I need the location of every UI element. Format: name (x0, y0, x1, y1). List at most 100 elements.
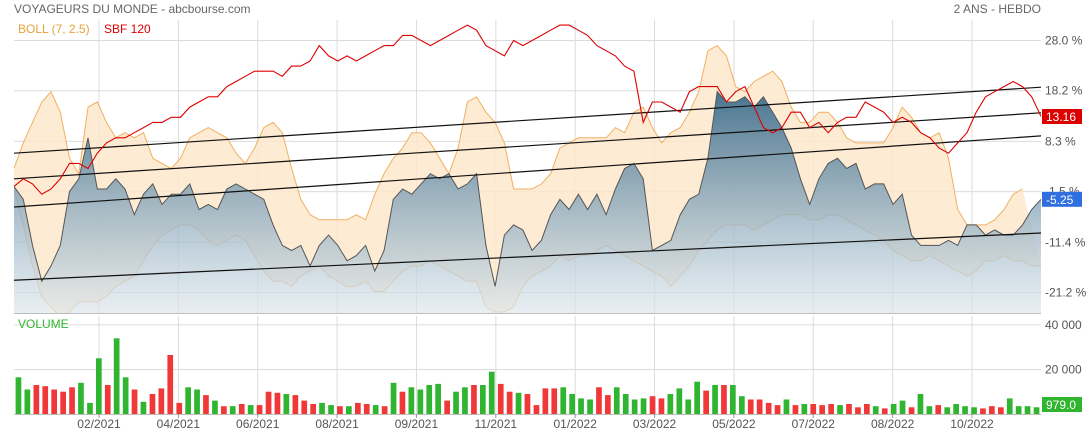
volume-bar (96, 358, 102, 414)
volume-bar (998, 407, 1004, 414)
legend-boll: BOLL (7, 2.5) (18, 22, 90, 36)
volume-bar (551, 388, 558, 414)
x-tick-label: 08/2022 (871, 417, 915, 431)
volume-bar (104, 385, 111, 414)
volume-bar (87, 402, 93, 414)
volume-bar (667, 394, 674, 414)
volume-bar (828, 404, 834, 414)
volume-bar (158, 388, 165, 414)
x-tick-label: 05/2022 (712, 417, 756, 431)
volume-bar (596, 387, 602, 414)
volume-bar (149, 394, 156, 414)
volume-bar (346, 406, 352, 414)
bollinger-upper-line (14, 44, 1023, 226)
volume-bar (480, 385, 486, 414)
volume-bar (881, 408, 888, 414)
volume-bar (908, 407, 915, 414)
x-axis-labels: 02/2021 04/2021 06/2021 08/2021 09/2021 11/20… (77, 414, 994, 431)
volume-bar (78, 382, 84, 414)
volume-bar (256, 405, 263, 414)
volume-bar (864, 404, 870, 414)
volume-bar (131, 389, 138, 414)
volume-bar (694, 381, 700, 414)
x-tick-label: 11/2021 (475, 417, 518, 431)
volume-bar (801, 404, 808, 414)
volume-bar (980, 408, 986, 414)
volume-bar (1033, 407, 1040, 414)
volume-bar (238, 404, 245, 414)
volume-bar (167, 355, 174, 414)
y-tick-label: 18.2 % (1045, 84, 1083, 98)
price-last-value: -5.25 (1046, 193, 1074, 207)
volume-bar (417, 389, 424, 414)
y-tick-label: 8.3 % (1045, 134, 1076, 148)
trendline (14, 112, 1041, 180)
volume-bar (203, 395, 209, 414)
volume-bar (730, 385, 736, 414)
volume-bar (515, 392, 522, 414)
volume-label: VOLUME (18, 317, 69, 331)
volume-bar (301, 400, 308, 414)
x-tick-label: 09/2021 (395, 417, 439, 431)
volume-bar (622, 394, 629, 414)
volume-bar (435, 383, 441, 414)
volume-bar (739, 396, 745, 414)
volume-bar (33, 385, 40, 414)
price-last-badge: -5.25 (1042, 191, 1082, 207)
volume-bar (935, 405, 942, 414)
volume-bar (60, 391, 66, 414)
volume-bar (337, 406, 343, 414)
volume-bar (837, 405, 843, 414)
volume-bar (488, 371, 495, 414)
volume-bar (944, 407, 951, 414)
volume-grid (14, 324, 1041, 370)
period-label: 2 ANS - HEBDO (954, 2, 1041, 16)
volume-bar (194, 389, 200, 414)
volume-bar (1006, 398, 1013, 414)
volume-tick-label: 20 000 (1045, 362, 1082, 376)
volume-bar (274, 392, 281, 414)
volume-bar (24, 389, 31, 414)
x-tick-label: 08/2021 (315, 417, 359, 431)
volume-last-value: 979.0 (1046, 398, 1076, 412)
sbf-last-badge: 13.16 (1042, 109, 1082, 124)
volume-bar (685, 399, 692, 414)
volume-bar (185, 387, 191, 414)
volume-bar (381, 406, 388, 414)
volume-bar (855, 407, 861, 414)
trendlines (14, 86, 1041, 281)
volume-bar (899, 400, 906, 414)
volume-bar (765, 402, 772, 414)
x-tick-label: 03/2022 (633, 417, 677, 431)
volume-bar (703, 390, 709, 414)
volume-bar (355, 402, 361, 414)
price-area (14, 91, 1041, 313)
volume-bar (926, 406, 933, 414)
volume-bar (819, 405, 825, 414)
trendline (14, 232, 1041, 281)
volume-bar (953, 404, 959, 414)
x-tick-label: 10/2022 (950, 417, 994, 431)
volume-bar (1024, 406, 1031, 414)
y-tick-label: -21.2 % (1045, 286, 1087, 300)
volume-bar (578, 398, 584, 414)
volume-bar (426, 385, 433, 414)
volume-bar (444, 400, 450, 414)
x-tick-label: 07/2022 (792, 417, 836, 431)
volume-bar (390, 382, 397, 414)
volume-bar (676, 388, 683, 414)
legend-sbf120: SBF 120 (104, 22, 151, 36)
volume-bar (560, 387, 567, 414)
volume-bar (140, 401, 147, 414)
volume-axis-labels: 40 000 20 000 (1045, 318, 1082, 377)
x-tick-label: 02/2021 (77, 417, 121, 431)
volume-bar (1015, 406, 1022, 414)
volume-bar (462, 387, 468, 414)
volume-bar (363, 404, 370, 414)
volume-bar (649, 396, 656, 414)
volume-bar (658, 398, 665, 414)
volume-bar (319, 402, 325, 414)
volume-bar (533, 405, 540, 414)
volume-bars (15, 338, 1040, 414)
y-axis-labels: 28.0 %18.2 %8.3 %-1.5 %-11.4 %-21.2 % (1045, 33, 1087, 299)
